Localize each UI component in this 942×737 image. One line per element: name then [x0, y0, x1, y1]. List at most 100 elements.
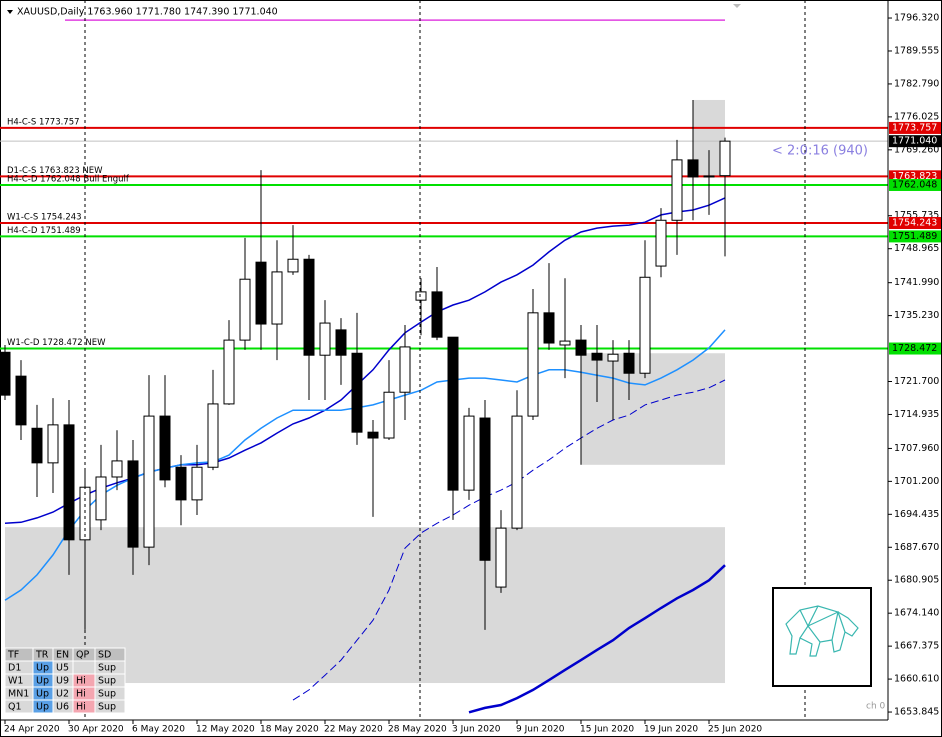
candle-body	[463, 415, 475, 491]
price-tag-label: 1771.040	[892, 136, 937, 147]
price-tag	[889, 216, 941, 229]
table-text: Up	[36, 663, 49, 674]
y-tick-label: 1714.935	[894, 409, 939, 420]
price-tag	[889, 342, 941, 355]
table-text: Hi	[76, 676, 86, 687]
candle-body	[95, 476, 107, 521]
table-text: Up	[36, 702, 49, 713]
candle-body	[319, 322, 331, 356]
candle-body	[223, 339, 235, 405]
table-cell	[72, 660, 96, 675]
logo-bear	[785, 605, 859, 657]
table-text: Hi	[76, 689, 86, 700]
x-tick-label: 30 Apr 2020	[68, 725, 124, 735]
candle-body	[271, 271, 283, 325]
level-label: D1-C-S 1763.823 NEW	[7, 166, 103, 176]
y-tick-label: 1735.230	[894, 310, 939, 321]
countdown: < 2:0:16 (940)	[772, 144, 868, 159]
candle-body	[191, 466, 203, 501]
candle-body	[415, 291, 427, 301]
candle-body	[383, 391, 395, 439]
y-tick-label: 1701.200	[894, 476, 939, 487]
scroll-arrow[interactable]	[733, 4, 741, 8]
x-tick-label: 12 May 2020	[196, 725, 255, 735]
y-tick-label: 1653.845	[894, 707, 939, 718]
candle-body	[207, 403, 219, 468]
table-text: Sup	[98, 702, 116, 713]
price-tag	[889, 135, 941, 148]
table-text: MN1	[8, 689, 29, 700]
y-tick-label: 1680.905	[894, 575, 939, 586]
x-tick-label: 9 Jun 2020	[516, 725, 565, 735]
table-text: Sup	[98, 676, 116, 687]
candle-body	[79, 486, 91, 541]
level-label: H4-C-S 1773.757	[7, 117, 80, 127]
candle-body	[559, 340, 571, 346]
candle-body	[671, 159, 683, 221]
candle-body	[143, 415, 155, 548]
y-tick-label: 1796.320	[894, 13, 939, 24]
level-label: H4-C-D 1762.048 Bull Engulf	[7, 174, 130, 184]
x-tick-label: 25 Jun 2020	[708, 725, 762, 735]
candle-body	[639, 276, 651, 374]
zone	[581, 353, 725, 465]
candle-body	[575, 339, 587, 356]
x-tick-label: 19 Jun 2020	[644, 725, 698, 735]
y-tick-label: 1694.435	[894, 509, 939, 520]
price-tag	[889, 230, 941, 243]
candle-body	[447, 336, 459, 491]
y-tick-label: 1721.700	[894, 376, 939, 387]
candle-body	[687, 159, 699, 178]
x-tick-label: 22 May 2020	[324, 725, 383, 735]
y-tick-label: 1789.555	[894, 45, 939, 56]
price-tag-label: 1763.823	[892, 171, 937, 182]
indicator-line	[4, 329, 726, 601]
price-tag-label: 1773.757	[892, 122, 937, 133]
table-text: U2	[56, 689, 69, 700]
candle-body	[367, 431, 379, 439]
x-tick-label: 15 Jun 2020	[580, 725, 634, 735]
corner-note: ch 0	[866, 702, 886, 712]
y-tick-label: 1776.025	[894, 111, 939, 122]
y-tick-label: 1687.670	[894, 542, 939, 553]
candle-body	[31, 427, 43, 464]
candle-body	[335, 329, 347, 356]
table-text: SD	[98, 650, 111, 661]
candle-body	[111, 460, 123, 478]
candle-body	[495, 527, 507, 588]
y-tick-label: 1674.140	[894, 608, 939, 619]
candle-body	[287, 258, 299, 273]
x-tick-label: 24 Apr 2020	[4, 725, 60, 735]
table-text: U9	[56, 676, 69, 687]
table-text: TR	[35, 650, 49, 661]
indicator-line	[4, 197, 726, 525]
candle-body	[239, 278, 251, 341]
table-text: Up	[36, 676, 49, 687]
candle-body	[431, 291, 443, 338]
x-tick-label: 28 May 2020	[388, 725, 447, 735]
y-tick-label: 1782.790	[894, 78, 939, 89]
price-tag-label: 1754.243	[892, 217, 937, 228]
y-tick-label: 1769.260	[894, 144, 939, 155]
x-tick-label: 3 Jun 2020	[452, 725, 501, 735]
y-tick-label: 1755.735	[894, 210, 939, 221]
candle-body	[655, 219, 667, 267]
candle-body	[255, 261, 267, 325]
y-tick-label: 1748.965	[894, 243, 939, 254]
table-text: D1	[8, 663, 21, 674]
candle-body	[159, 415, 171, 481]
table-cell	[94, 699, 126, 714]
candle-body	[719, 140, 731, 177]
candle-body	[175, 466, 187, 501]
menu-arrow[interactable]	[7, 10, 13, 14]
candle-body	[527, 312, 539, 417]
table-text: QP	[76, 650, 89, 661]
candle-body	[0, 351, 11, 396]
candle-body	[15, 375, 27, 426]
candle-body	[351, 352, 363, 433]
candle-body	[623, 352, 635, 374]
price-tag-label: 1751.489	[892, 231, 937, 242]
level-label: H4-C-D 1751.489	[7, 226, 81, 236]
candle-body	[607, 353, 619, 362]
candle-body	[63, 424, 75, 541]
